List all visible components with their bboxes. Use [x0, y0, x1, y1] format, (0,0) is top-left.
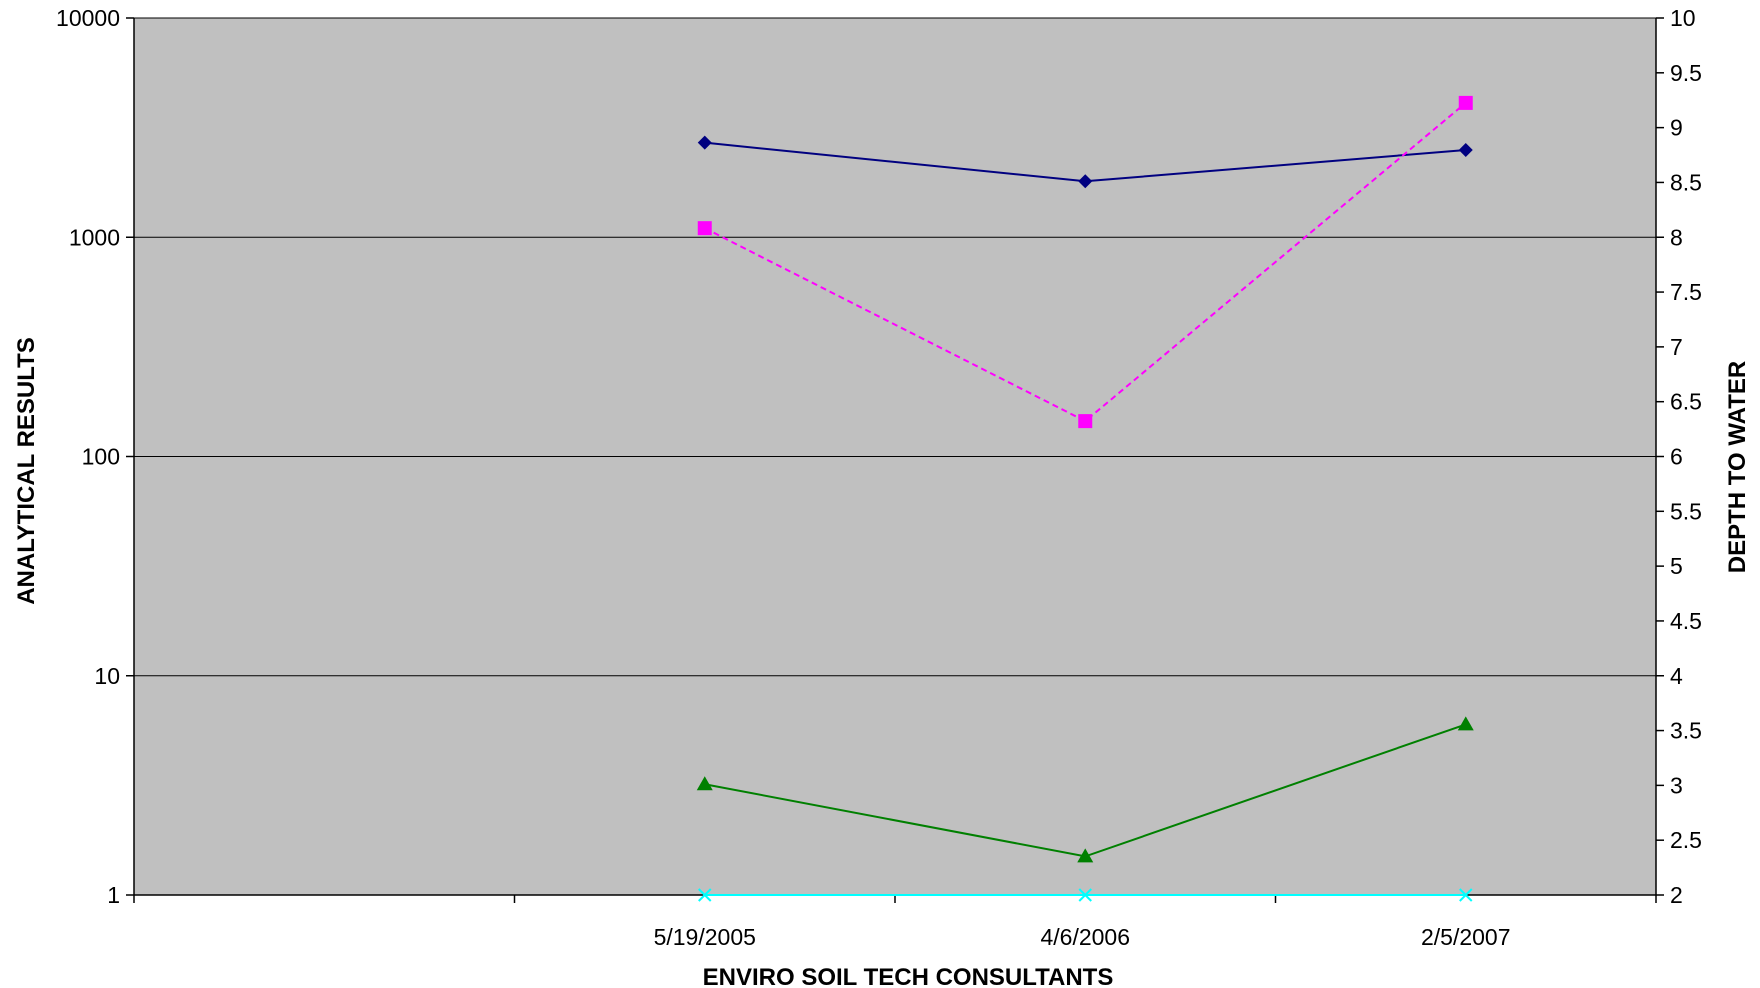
y2-axis-title: DEPTH TO WATER: [1724, 361, 1751, 573]
x-tick-label: 5/19/2005: [654, 924, 756, 950]
y-tick-label: 10: [94, 663, 120, 689]
series-group: [696, 95, 1474, 902]
series-3-point: [1077, 848, 1094, 863]
series-2-line: [704, 102, 1467, 423]
y2-tick-label: 9: [1670, 115, 1683, 141]
x-tick-label: 4/6/2006: [1040, 924, 1130, 950]
series-4-point: [1078, 888, 1092, 902]
series-4-point: [698, 888, 712, 902]
y-tick-label: 100: [82, 444, 120, 470]
series-4-point: [1459, 888, 1473, 902]
y2-tick-label: 7: [1670, 334, 1683, 360]
series-1-point: [1078, 174, 1093, 189]
y2-tick-label: 9.5: [1670, 60, 1702, 86]
y2-tick-label: 6: [1670, 444, 1683, 470]
y2-tick-label: 2.5: [1670, 827, 1702, 853]
y2-tick-label: 5: [1670, 553, 1683, 579]
y-axis-title: ANALYTICAL RESULTS: [13, 337, 40, 605]
series-2-point: [1078, 414, 1093, 429]
y2-tick-label: 6.5: [1670, 389, 1702, 415]
y2-tick-label: 3.5: [1670, 718, 1702, 744]
y2-tick-label: 10: [1670, 5, 1696, 31]
series-1-point: [1458, 143, 1473, 158]
series-2-point: [697, 221, 712, 236]
y2-tick-label: 5.5: [1670, 498, 1702, 524]
y2-tick-label: 4.5: [1670, 608, 1702, 634]
y-tick-label: 1: [107, 882, 120, 908]
series-2-point: [1458, 95, 1473, 110]
right-axis-ticks: 2 2.5 3 3.5 4 4.5 5 5.5 6 6.5 7 7.5 8 8.5 9 9.5 10: [1656, 5, 1702, 908]
series-3-point: [1457, 716, 1474, 731]
y2-tick-label: 4: [1670, 663, 1683, 689]
x-tick-label: 2/5/2007: [1421, 924, 1511, 950]
left-axis-ticks: 1 10 100 1000 10000: [56, 5, 134, 908]
y2-tick-label: 8.5: [1670, 169, 1702, 195]
y2-tick-label: 3: [1670, 772, 1683, 798]
y-tick-label: 10000: [56, 5, 120, 31]
y2-tick-label: 8: [1670, 224, 1683, 250]
y-tick-label: 1000: [69, 224, 120, 250]
x-axis-title: ENVIRO SOIL TECH CONSULTANTS: [703, 964, 1114, 988]
y2-tick-label: 2: [1670, 882, 1683, 908]
x-axis-ticks: 5/19/2005 4/6/2006 2/5/2007: [133, 895, 1657, 950]
y2-tick-label: 7.5: [1670, 279, 1702, 305]
series-1-point: [697, 135, 712, 150]
series-3-point: [696, 776, 713, 791]
